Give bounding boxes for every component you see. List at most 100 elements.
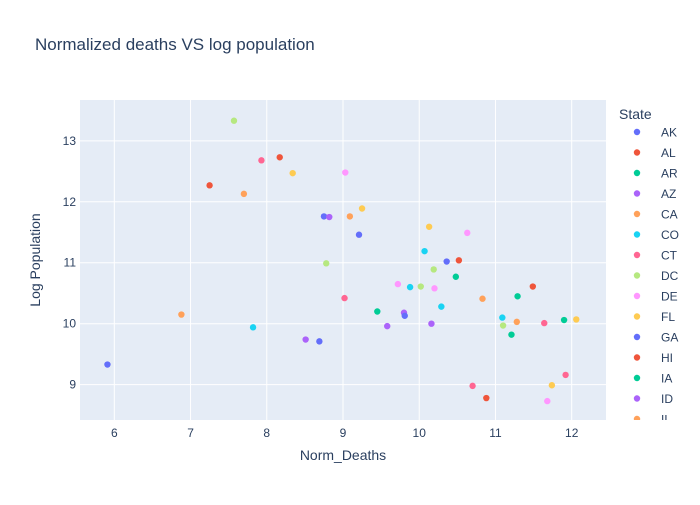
data-point[interactable] [394, 280, 402, 288]
data-point[interactable] [316, 338, 323, 345]
data-point[interactable] [431, 285, 438, 292]
y-tick-label: 11 [64, 256, 77, 270]
legend-label[interactable]: DC [661, 269, 679, 283]
legend-marker [633, 231, 641, 238]
legend-items: AKALARAZCACOCTDCDEFLGAHIIAIDILIN [633, 126, 679, 427]
legend-marker [633, 190, 641, 197]
data-point[interactable] [358, 205, 366, 212]
data-point[interactable] [560, 316, 568, 324]
data-point[interactable] [401, 312, 408, 319]
data-point[interactable] [455, 257, 463, 264]
data-point[interactable] [276, 154, 283, 161]
data-point[interactable] [483, 394, 490, 402]
x-tick-labels: 6 7 8 9 10 11 12 [111, 426, 579, 440]
data-point[interactable] [289, 169, 296, 177]
data-point[interactable] [249, 324, 257, 331]
data-point[interactable] [428, 320, 435, 327]
legend-label[interactable]: CT [661, 249, 678, 263]
data-point[interactable] [562, 371, 569, 379]
data-point[interactable] [499, 314, 506, 321]
legend-title: State [619, 106, 652, 122]
data-point[interactable] [421, 247, 428, 255]
legend-marker [633, 354, 641, 361]
legend-label[interactable]: CO [661, 228, 679, 242]
legend-label[interactable]: GA [661, 331, 678, 345]
y-tick-label: 9 [69, 378, 76, 392]
data-point[interactable] [240, 190, 248, 198]
legend-label[interactable]: HI [661, 351, 673, 365]
data-point[interactable] [342, 169, 349, 176]
data-point[interactable] [320, 213, 328, 220]
legend-marker [633, 313, 641, 320]
data-point[interactable] [508, 331, 515, 338]
legend-marker [633, 395, 641, 402]
data-point[interactable] [430, 266, 437, 273]
data-point[interactable] [513, 318, 521, 326]
legend-label[interactable]: DE [661, 290, 678, 304]
data-point[interactable] [302, 336, 309, 343]
legend-label[interactable]: CA [661, 208, 678, 222]
y-tick-labels: 9 10 11 12 13 [63, 134, 77, 392]
data-point[interactable] [529, 283, 537, 290]
data-point[interactable] [323, 260, 330, 267]
data-point[interactable] [469, 382, 476, 390]
data-point[interactable] [452, 273, 460, 280]
data-point[interactable] [406, 283, 414, 291]
data-point[interactable] [326, 213, 333, 221]
legend[interactable]: State AKALARAZCACOCTDCDEFLGAHIIAIDILIN [619, 106, 679, 447]
legend-marker [633, 292, 641, 300]
y-tick-label: 13 [63, 134, 77, 148]
data-point[interactable] [499, 322, 507, 329]
data-point[interactable] [384, 322, 391, 330]
x-tick-label: 7 [187, 426, 194, 440]
x-axis-title: Norm_Deaths [300, 447, 386, 463]
data-point[interactable] [374, 308, 381, 315]
data-point[interactable] [541, 319, 548, 327]
x-tick-label: 8 [263, 426, 270, 440]
chart-title: Normalized deaths VS log population [35, 35, 315, 54]
grid-lines [80, 100, 606, 420]
x-tick-label: 9 [340, 426, 347, 440]
data-point[interactable] [438, 303, 445, 310]
data-point[interactable] [178, 311, 185, 318]
x-tick-label: 12 [565, 426, 579, 440]
data-point[interactable] [230, 117, 238, 124]
legend-label[interactable]: IL [661, 413, 671, 427]
data-point[interactable] [355, 231, 363, 238]
data-point[interactable] [464, 229, 471, 237]
data-point[interactable] [479, 295, 486, 302]
data-point[interactable] [514, 293, 521, 300]
legend-marker [633, 415, 641, 420]
x-tick-label: 6 [111, 426, 118, 440]
legend-label[interactable]: AL [661, 146, 676, 160]
y-tick-label: 10 [63, 317, 77, 331]
y-tick-label: 12 [63, 195, 77, 209]
legend-label[interactable]: AR [661, 167, 678, 181]
x-tick-label: 11 [489, 426, 502, 440]
data-point[interactable] [258, 157, 265, 164]
data-point[interactable] [206, 182, 213, 189]
data-point[interactable] [425, 223, 433, 230]
y-axis-title: Log Population [27, 213, 43, 306]
legend-marker [633, 149, 641, 156]
data-point[interactable] [341, 294, 348, 302]
data-point[interactable] [104, 361, 111, 368]
data-point[interactable] [346, 213, 354, 220]
legend-marker [633, 333, 641, 341]
legend-label[interactable]: IA [661, 372, 672, 386]
data-point[interactable] [548, 382, 556, 389]
legend-label[interactable]: FL [661, 310, 675, 324]
legend-marker [633, 272, 641, 279]
data-point[interactable] [544, 397, 551, 405]
legend-label[interactable]: AZ [661, 187, 676, 201]
data-point[interactable] [573, 316, 580, 323]
legend-marker [633, 210, 641, 218]
legend-label[interactable]: AK [661, 126, 677, 140]
legend-marker [633, 128, 641, 136]
data-point[interactable] [417, 283, 424, 290]
legend-label[interactable]: ID [661, 392, 673, 406]
legend-marker [633, 374, 641, 382]
data-point[interactable] [443, 258, 450, 265]
